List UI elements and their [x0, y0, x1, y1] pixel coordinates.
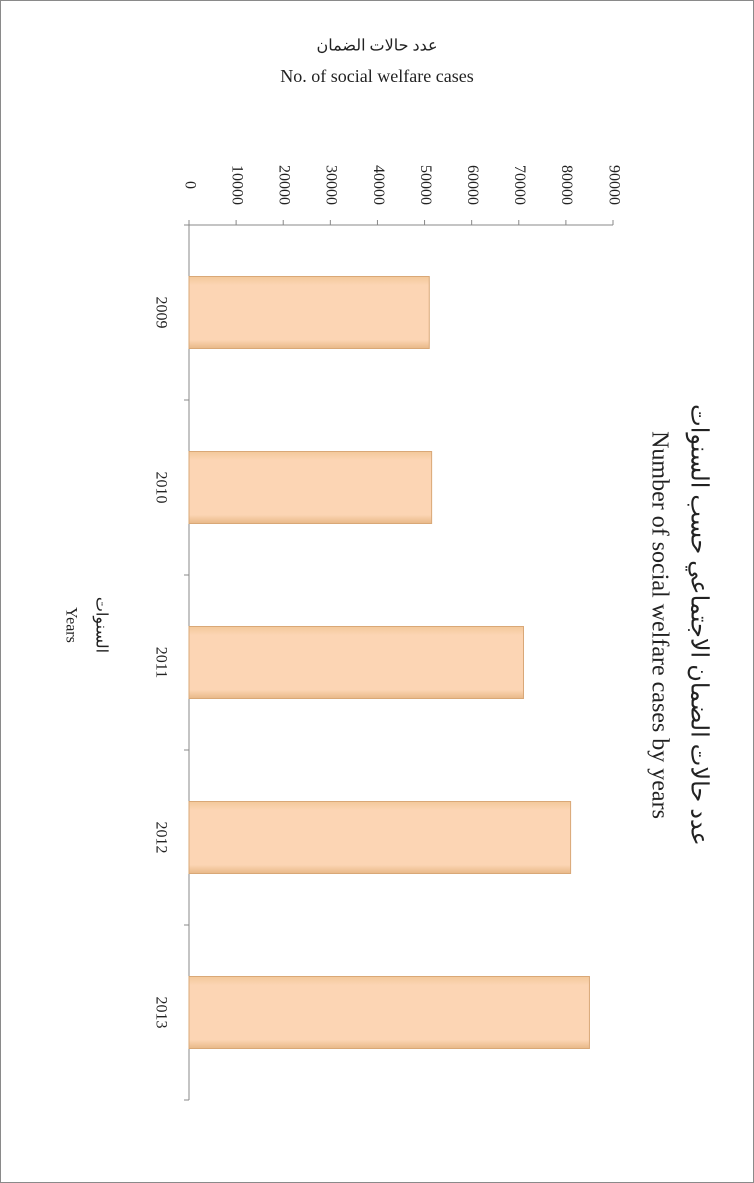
- bar: [188, 801, 572, 874]
- x-tick-label: 50000: [417, 165, 434, 205]
- x-tick-label: 80000: [558, 165, 575, 205]
- bar: [188, 976, 590, 1049]
- y-tick-label: 2010: [152, 472, 169, 504]
- bar: [188, 276, 430, 349]
- bar: [188, 451, 433, 524]
- y-tick-label: 2009: [152, 297, 169, 329]
- bar: [188, 626, 524, 699]
- y-tick-label: 2013: [152, 997, 169, 1029]
- chart-title: عدد حالات الضمان الاجتماعي حسب السنوات: [685, 404, 711, 846]
- category-axis-title: السنوات: [92, 597, 109, 653]
- x-tick-label: 40000: [370, 165, 387, 205]
- y-tick-label: 2012: [152, 822, 169, 854]
- x-tick-label: 90000: [605, 165, 622, 205]
- value-axis-title: عدد حالات الضمان: [316, 38, 437, 55]
- chart-subtitle: Number of social welfare cases by years: [646, 431, 672, 819]
- category-axis-title: Years: [62, 607, 79, 643]
- x-tick-label: 0: [181, 181, 198, 189]
- x-tick-label: 20000: [276, 165, 293, 205]
- x-tick-label: 60000: [464, 165, 481, 205]
- x-tick-label: 10000: [228, 165, 245, 205]
- value-axis-title: No. of social welfare cases: [280, 66, 473, 86]
- y-tick-label: 2011: [152, 647, 169, 678]
- x-tick-label: 30000: [323, 165, 340, 205]
- x-tick-label: 70000: [511, 165, 528, 205]
